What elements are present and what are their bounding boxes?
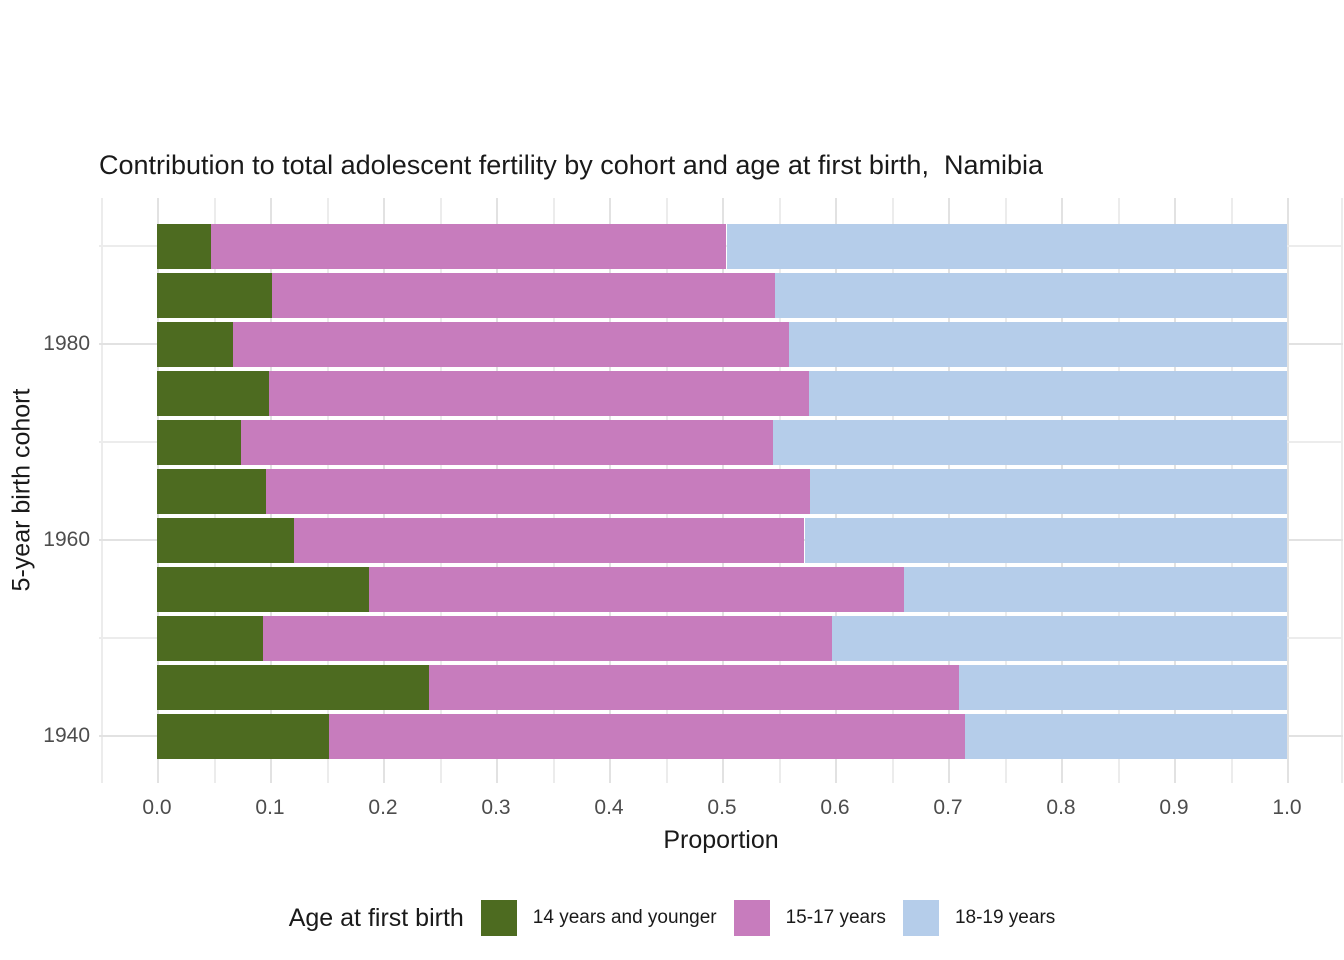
x-tick-label: 0.8 — [1046, 796, 1076, 819]
bar-segment — [964, 713, 1287, 759]
x-tick-label: 0.9 — [1159, 796, 1189, 819]
bar-segment — [804, 517, 1287, 563]
x-tick-label: 0.2 — [368, 796, 398, 819]
bar-segment — [157, 370, 269, 416]
bar-segment — [263, 615, 832, 661]
bar-segment — [293, 517, 805, 563]
y-axis-title: 5-year birth cohort — [7, 388, 36, 592]
bar-cohort-1970 — [157, 419, 1287, 465]
y-tick-label: 1980 — [43, 332, 90, 355]
bar-segment — [157, 713, 329, 759]
bar-cohort-1940 — [157, 713, 1287, 759]
legend-label: 14 years and younger — [532, 907, 717, 928]
bar-segment — [809, 370, 1287, 416]
bar-cohort-1985 — [157, 272, 1287, 318]
bar-segment — [157, 566, 370, 612]
legend-item: 14 years and younger — [480, 900, 717, 936]
bar-segment — [268, 370, 809, 416]
gridline-x-major — [1287, 198, 1289, 783]
legend-label: 18-19 years — [954, 907, 1056, 928]
legend-title: Age at first birth — [288, 903, 464, 932]
bar-segment — [232, 321, 789, 367]
x-tick-label: 0.7 — [933, 796, 963, 819]
bar-cohort-1965 — [157, 468, 1287, 514]
plot-panel — [99, 198, 1343, 783]
legend-key-swatch — [480, 900, 517, 936]
bar-segment — [772, 419, 1287, 465]
bar-segment — [726, 223, 1287, 269]
gridline-x-minor — [100, 198, 103, 783]
legend-items: 14 years and younger 15-17 years 18-19 yea… — [480, 900, 1056, 936]
legend-item: 15-17 years — [733, 900, 886, 936]
bar-segment — [369, 566, 904, 612]
x-tick-label: 0.6 — [820, 796, 850, 819]
legend: Age at first birth 14 years and younger 1… — [0, 890, 1344, 946]
bar-segment — [328, 713, 965, 759]
bar-segment — [157, 419, 241, 465]
legend-label: 15-17 years — [785, 907, 886, 928]
x-tick-label: 1.0 — [1272, 796, 1302, 819]
bar-segment — [810, 468, 1287, 514]
bar-cohort-1990 — [157, 223, 1287, 269]
bar-segment — [265, 468, 811, 514]
x-axis-title: Proportion — [663, 826, 779, 854]
chart-title: Contribution to total adolescent fertili… — [99, 150, 1043, 180]
x-tick-label: 0.0 — [142, 796, 172, 819]
bar-cohort-1960 — [157, 517, 1287, 563]
legend-key-swatch — [733, 900, 770, 936]
x-tick-label: 0.1 — [255, 796, 285, 819]
bar-segment — [157, 321, 233, 367]
bar-segment — [775, 272, 1287, 318]
bar-segment — [959, 664, 1287, 710]
bar-segment — [157, 615, 264, 661]
legend-item: 18-19 years — [902, 900, 1056, 936]
bar-segment — [429, 664, 960, 710]
bar-segment — [157, 517, 294, 563]
bar-segment — [240, 419, 773, 465]
bar-cohort-1980 — [157, 321, 1287, 367]
y-tick-label: 1940 — [43, 724, 90, 747]
bar-cohort-1945 — [157, 664, 1287, 710]
bar-cohort-1950 — [157, 615, 1287, 661]
bar-segment — [211, 223, 727, 269]
x-tick-label: 0.3 — [481, 796, 511, 819]
bar-segment — [157, 272, 273, 318]
bar-cohort-1975 — [157, 370, 1287, 416]
bar-segment — [788, 321, 1287, 367]
x-tick-label: 0.4 — [594, 796, 624, 819]
bar-segment — [157, 223, 212, 269]
bar-segment — [157, 664, 430, 710]
y-tick-label: 1960 — [43, 528, 90, 551]
bar-segment — [157, 468, 266, 514]
bar-segment — [831, 615, 1287, 661]
x-tick-label: 0.5 — [707, 796, 737, 819]
gridline-x-minor — [1341, 198, 1343, 783]
bar-cohort-1955 — [157, 566, 1287, 612]
legend-key-swatch — [902, 900, 939, 936]
bar-segment — [903, 566, 1287, 612]
bar-segment — [272, 272, 776, 318]
